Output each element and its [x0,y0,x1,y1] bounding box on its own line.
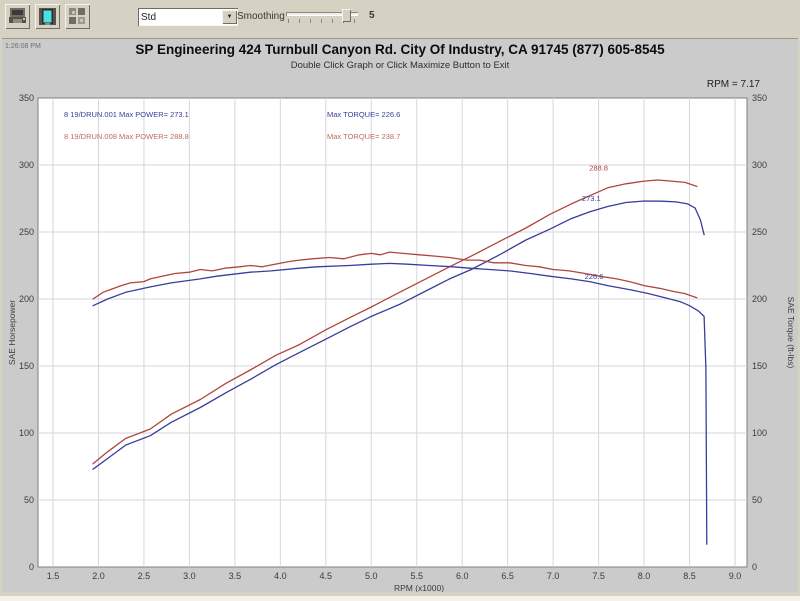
x-tick-label: 9.0 [729,571,742,581]
x-tick-label: 3.0 [183,571,196,581]
x-tick-label: 6.0 [456,571,469,581]
toolbar: Std ▼ Smoothing 5 [0,0,800,36]
x-tick-label: 2.5 [138,571,151,581]
printer-icon [9,8,26,23]
y-tick-label-left: 50 [24,495,34,505]
maximize-graph-button[interactable] [35,4,60,29]
plot-area [37,97,748,568]
dyno-chart[interactable]: 1.5 2.0 2.5 3.0 3.5 4.0 4.5 5.0 5.5 6.0 6.5 7.0 7.5 8… [2,89,798,593]
slider-thumb[interactable] [342,9,351,22]
y-tick-label-left: 0 [29,562,34,572]
y-tick-label-right: 200 [752,294,767,304]
y-tick-label-left: 200 [19,294,34,304]
peak-value-label: 288.8 [589,163,608,172]
smoothing-value: 5 [369,10,375,21]
series-run-001-torque [92,262,708,545]
y-tick-label-left: 350 [19,93,34,103]
legend-item: 8 19/DRUN.008 Max POWER= 288.8 [64,132,189,141]
series-run-008-torque [92,251,698,300]
smoothing-label: Smoothing [237,11,285,22]
y-tick-label-right: 100 [752,428,767,438]
left-axis-title: SAE Horsepower [7,300,17,365]
window-bottom-edge [0,592,800,601]
x-tick-label: 4.5 [320,571,333,581]
timestamp-label: 1:26:08 PM [5,43,41,50]
series-run-008-power [92,179,698,465]
legend-item: Max TORQUE= 238.7 [327,132,400,141]
legend-item: Max TORQUE= 226.6 [327,110,400,119]
y-tick-label-right: 250 [752,227,767,237]
rpm-cursor-readout: RPM = 7.17 [706,79,760,90]
y-tick-label-left: 100 [19,428,34,438]
options-grid-icon [69,8,85,24]
x-axis-title: RPM (x1000) [394,583,444,593]
x-tick-label: 7.5 [592,571,605,581]
x-tick-label: 7.0 [547,571,560,581]
peak-value-label: 226.6 [585,272,604,281]
window-bottom-highlight [0,596,800,601]
x-tick-label: 8.0 [638,571,651,581]
graph-mode-dropdown[interactable]: Std ▼ [138,8,238,26]
print-graph-button[interactable] [5,4,30,29]
shop-title: SP Engineering 424 Turnbull Canyon Rd. C… [135,42,665,57]
x-tick-label: 6.5 [501,571,514,581]
x-tick-label: 4.0 [274,571,287,581]
y-tick-label-right: 300 [752,160,767,170]
graph-panel: 1:26:08 PM SP Engineering 424 Turnbull C… [2,38,798,593]
legend-item: 8 19/DRUN.001 Max POWER= 273.1 [64,110,189,119]
dropdown-selected-value: Std [141,11,157,23]
y-tick-label-left: 150 [19,361,34,371]
y-tick-label-left: 250 [19,227,34,237]
y-tick-label-right: 150 [752,361,767,371]
x-tick-label: 3.5 [229,571,242,581]
slider-ticks [288,19,356,23]
maximize-graph-icon [39,8,56,25]
x-tick-label: 8.5 [683,571,696,581]
x-tick-label: 5.5 [410,571,423,581]
y-tick-label-right: 350 [752,93,767,103]
slider-groove [286,12,358,16]
series-run-001-power [92,200,705,470]
graph-hint-subtitle: Double Click Graph or Click Maximize But… [290,60,510,71]
x-tick-label: 5.0 [365,571,378,581]
chevron-down-icon[interactable]: ▼ [222,10,237,24]
right-axis-title: SAE Torque (ft-lbs) [786,297,796,369]
y-tick-label-right: 0 [752,562,757,572]
smoothing-slider[interactable] [286,8,358,26]
y-tick-label-left: 300 [19,160,34,170]
x-tick-label: 1.5 [47,571,60,581]
y-tick-label-right: 50 [752,495,762,505]
peak-value-label: 273.1 [582,194,601,203]
x-tick-label: 2.0 [92,571,105,581]
graph-options-button[interactable] [65,4,90,29]
